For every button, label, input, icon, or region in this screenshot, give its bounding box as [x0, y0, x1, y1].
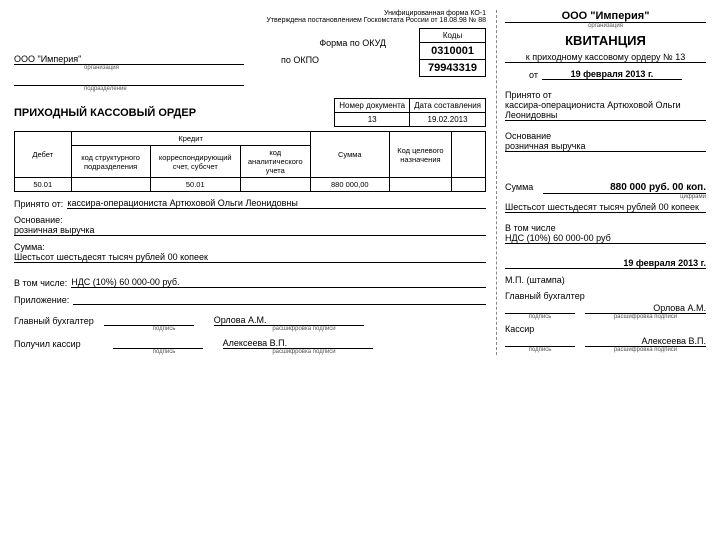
doc-num-value: 13 — [335, 113, 410, 127]
receipt-chief-name: Орлова А.М. — [585, 303, 706, 314]
debit-header: Дебет — [15, 132, 72, 178]
okpo-label: по ОКПО — [244, 55, 319, 65]
receipt-sum-label: Сумма — [505, 182, 533, 192]
receipt-basis-label: Основание — [505, 131, 706, 141]
receipt-date-label: от — [529, 70, 538, 80]
credit-header: Кредит — [71, 132, 310, 146]
receipt-basis-value: розничная выручка — [505, 141, 706, 152]
cell-purpose — [389, 178, 451, 192]
receipt-cashier-sign — [505, 336, 575, 347]
order-title: ПРИХОДНЫЙ КАССОВЫЙ ОРДЕР — [14, 107, 196, 119]
receipt-accepted-value: кассира-операциониста Артюховой Ольги Ле… — [505, 100, 706, 121]
receipt-incl-label: В том числе — [505, 223, 706, 233]
basis-value: розничная выручка — [14, 225, 486, 236]
doc-table: Номер документа Дата составления 13 19.0… — [334, 98, 486, 127]
incl-label: В том числе: — [14, 278, 67, 288]
cell-c2: 50.01 — [150, 178, 240, 192]
receipt-sum-caption: цифрами — [505, 194, 706, 200]
cell-c1 — [71, 178, 150, 192]
okpo-value: 79943319 — [420, 60, 486, 77]
receipt-cashier-name-caption: расшифровка подписи — [585, 347, 706, 353]
blank-header — [452, 132, 486, 178]
receipt-sum-words: Шестьсот шестьдесят тысяч рублей 00 копе… — [505, 202, 706, 213]
okud-value: 0310001 — [420, 43, 486, 60]
receipt-accepted-label: Принято от — [505, 90, 706, 100]
credit-sub1: код структурного подразделения — [71, 146, 150, 178]
chief-name: Орлова А.М. — [214, 315, 364, 326]
receipt-cashier-sign-caption: подпись — [505, 347, 575, 353]
cell-blank — [452, 178, 486, 192]
okud-label: Форма по ОКУД — [14, 38, 386, 48]
chief-sign — [104, 315, 194, 326]
receipt-incl-value: НДС (10%) 60 000-00 руб — [505, 233, 706, 244]
cashier-got-label: Получил кассир — [14, 339, 81, 349]
form-line: Унифицированная форма КО-1 — [14, 10, 486, 17]
cashier-sign-caption: подпись — [119, 349, 209, 355]
chief-name-caption: расшифровка подписи — [229, 326, 379, 332]
doc-num-label: Номер документа — [335, 99, 410, 113]
cell-c3 — [240, 178, 310, 192]
cashier-name-caption: расшифровка подписи — [229, 349, 379, 355]
attach-label: Приложение: — [14, 295, 69, 305]
chief-sign-caption: подпись — [119, 326, 209, 332]
purpose-header: Код целевого назначения — [389, 132, 451, 178]
receipt-org-caption: организация — [505, 23, 706, 29]
receipt-date2: 19 февраля 2013 г. — [505, 258, 706, 269]
order-section: Унифицированная форма КО-1 Утверждена по… — [14, 10, 486, 355]
receipt-cashier-label: Кассир — [505, 324, 706, 334]
sum-words: Шестьсот шестьдесят тысяч рублей 00 копе… — [14, 252, 486, 263]
receipt-cashier-name: Алексеева В.П. — [585, 336, 706, 347]
receipt-chief-label: Главный бухгалтер — [505, 291, 706, 301]
credit-sub2: корреспондирующий счет, субсчет — [150, 146, 240, 178]
chief-label: Главный бухгалтер — [14, 316, 94, 326]
codes-table: Коды 0310001 79943319 — [419, 28, 486, 77]
cell-sum: 880 000,00 — [310, 178, 389, 192]
receipt-org: ООО "Империя" — [505, 10, 706, 23]
receipt-sum-value: 880 000 руб. 00 коп. — [543, 182, 706, 194]
cashier-sign — [113, 338, 203, 349]
table-row: 50.01 50.01 880 000,00 — [15, 178, 486, 192]
basis-label: Основание: — [14, 215, 486, 225]
incl-value: НДС (10%) 60 000-00 руб. — [71, 277, 486, 288]
cell-debit: 50.01 — [15, 178, 72, 192]
receipt-order-ref: к приходному кассовому ордеру № 13 — [505, 52, 706, 63]
accepted-from-label: Принято от: — [14, 199, 63, 209]
subdiv-line — [14, 75, 244, 86]
attach-value — [73, 294, 486, 305]
receipt-chief-sign-caption: подпись — [505, 314, 575, 320]
approval-line: Утверждена постановлением Госкомстата Ро… — [14, 17, 486, 24]
credit-sub3: код аналитического учета — [240, 146, 310, 178]
subdiv-caption: подразделение — [84, 86, 486, 92]
receipt-chief-sign — [505, 303, 575, 314]
receipt-stamp: М.П. (штампа) — [505, 275, 706, 285]
sum-header: Сумма — [310, 132, 389, 178]
doc-date-label: Дата составления — [410, 99, 486, 113]
receipt-chief-name-caption: расшифровка подписи — [585, 314, 706, 320]
accounting-grid: Дебет Кредит Сумма Код целевого назначен… — [14, 131, 486, 192]
sum-label2: Сумма: — [14, 242, 486, 252]
receipt-title: КВИТАНЦИЯ — [505, 33, 706, 48]
accepted-from-value: кассира-операциониста Артюховой Ольги Ле… — [67, 198, 486, 209]
receipt-section: ООО "Империя" организация КВИТАНЦИЯ к пр… — [496, 10, 706, 355]
org-name: ООО "Империя" — [14, 54, 244, 65]
codes-header: Коды — [420, 29, 486, 43]
cashier-name: Алексеева В.П. — [223, 338, 373, 349]
receipt-date: 19 февраля 2013 г. — [542, 69, 682, 80]
doc-date-value: 19.02.2013 — [410, 113, 486, 127]
